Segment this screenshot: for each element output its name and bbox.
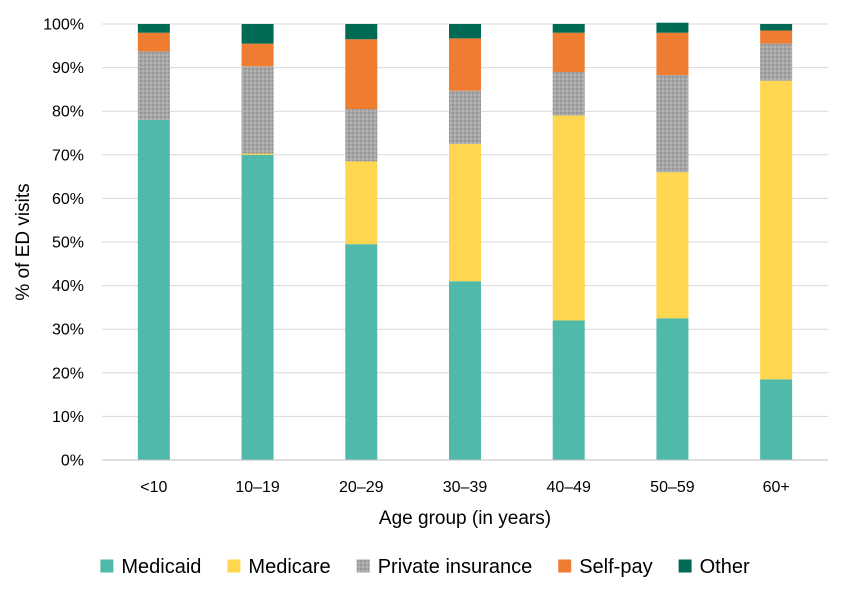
legend-item-other: Other [678, 556, 750, 578]
bar-segment-private-insurance [760, 43, 793, 81]
bar-segment-other [241, 24, 274, 44]
bar-segment-medicaid [137, 119, 170, 461]
bar-segment-other [449, 24, 481, 39]
legend-label: Private insurance [378, 556, 533, 578]
legend-label: Self-pay [579, 556, 652, 578]
legend-item-medicaid: Medicaid [100, 556, 201, 578]
bar-segment-private-insurance [656, 75, 689, 173]
x-tick-label: 10–19 [235, 479, 280, 496]
bar-segment-medicare [656, 172, 689, 319]
y-tick-label: 60% [52, 191, 84, 208]
bar-segment-private-insurance [552, 71, 585, 116]
y-tick-label: 30% [52, 322, 84, 339]
bars [137, 22, 793, 461]
bar-segment-self-pay [241, 43, 274, 67]
y-tick-label: 10% [52, 409, 84, 426]
bar-segment-other [137, 24, 170, 33]
x-tick-label: 20–29 [339, 479, 384, 496]
bar-segment-other [552, 24, 585, 33]
bar-segment-medicare [449, 143, 481, 282]
y-tick-label: 90% [52, 60, 84, 77]
y-axis-title: % of ED visits [13, 183, 34, 300]
legend-swatch [558, 559, 572, 573]
legend: Medicaid Medicare Private insurance Self-pa… [100, 556, 750, 578]
legend-swatch [678, 559, 692, 573]
bar-segment-other [656, 22, 689, 33]
bar-segment-self-pay [760, 30, 793, 44]
y-tick-label: 70% [52, 147, 84, 164]
bar-segment-medicare [241, 153, 274, 155]
y-tick-label: 50% [52, 235, 84, 252]
legend-label: Medicaid [121, 556, 201, 578]
bar-segment-medicaid [345, 244, 378, 460]
legend-label: Other [700, 556, 750, 578]
bar-segment-medicaid [552, 320, 585, 460]
bar-segment-medicaid [760, 379, 793, 460]
legend-swatch [356, 559, 370, 573]
legend-item-self-pay: Self-pay [558, 556, 653, 578]
bar-segment-self-pay [345, 39, 378, 110]
bar-segment-other [760, 24, 793, 31]
y-tick-label: 20% [52, 365, 84, 382]
x-axis-title: Age group (in years) [379, 508, 551, 529]
bar-segment-self-pay [656, 32, 689, 76]
legend-item-private-insurance: Private insurance [356, 556, 533, 578]
bar-segment-medicare [760, 80, 793, 380]
bar-segment-private-insurance [449, 90, 481, 144]
y-tick-label: 100% [43, 17, 84, 34]
bar-segment-private-insurance [137, 51, 170, 120]
y-tick-label: 80% [52, 104, 84, 121]
bar-segment-self-pay [449, 38, 481, 91]
bar-segment-self-pay [552, 32, 585, 72]
legend-swatch [227, 559, 241, 573]
x-tick-label: 30–39 [443, 479, 488, 496]
legend-item-medicare: Medicare [227, 556, 331, 578]
bar-segment-medicaid [449, 281, 481, 460]
legend-swatch [100, 559, 114, 573]
x-tick-labels: <10 10–19 20–29 30–39 40–49 50–59 60+ [140, 479, 789, 496]
y-tick-labels: 0% 10% 20% 30% 40% 50% 60% 70% 80% 90% 100% [43, 17, 84, 470]
y-tick-label: 40% [52, 278, 84, 295]
x-tick-label: 50–59 [650, 479, 695, 496]
bar-segment-medicare [345, 161, 378, 245]
bar-segment-other [345, 24, 378, 40]
bar-segment-self-pay [137, 32, 170, 52]
bar-segment-medicaid [241, 154, 274, 461]
y-tick-label: 0% [61, 453, 84, 470]
x-tick-label: <10 [140, 479, 167, 496]
bar-segment-medicare [552, 115, 585, 321]
legend-label: Medicare [248, 556, 330, 578]
bar-segment-private-insurance [345, 109, 378, 162]
bar-segment-medicaid [656, 318, 689, 460]
x-tick-label: 40–49 [546, 479, 591, 496]
x-tick-label: 60+ [763, 479, 790, 496]
bar-segment-private-insurance [241, 66, 274, 154]
